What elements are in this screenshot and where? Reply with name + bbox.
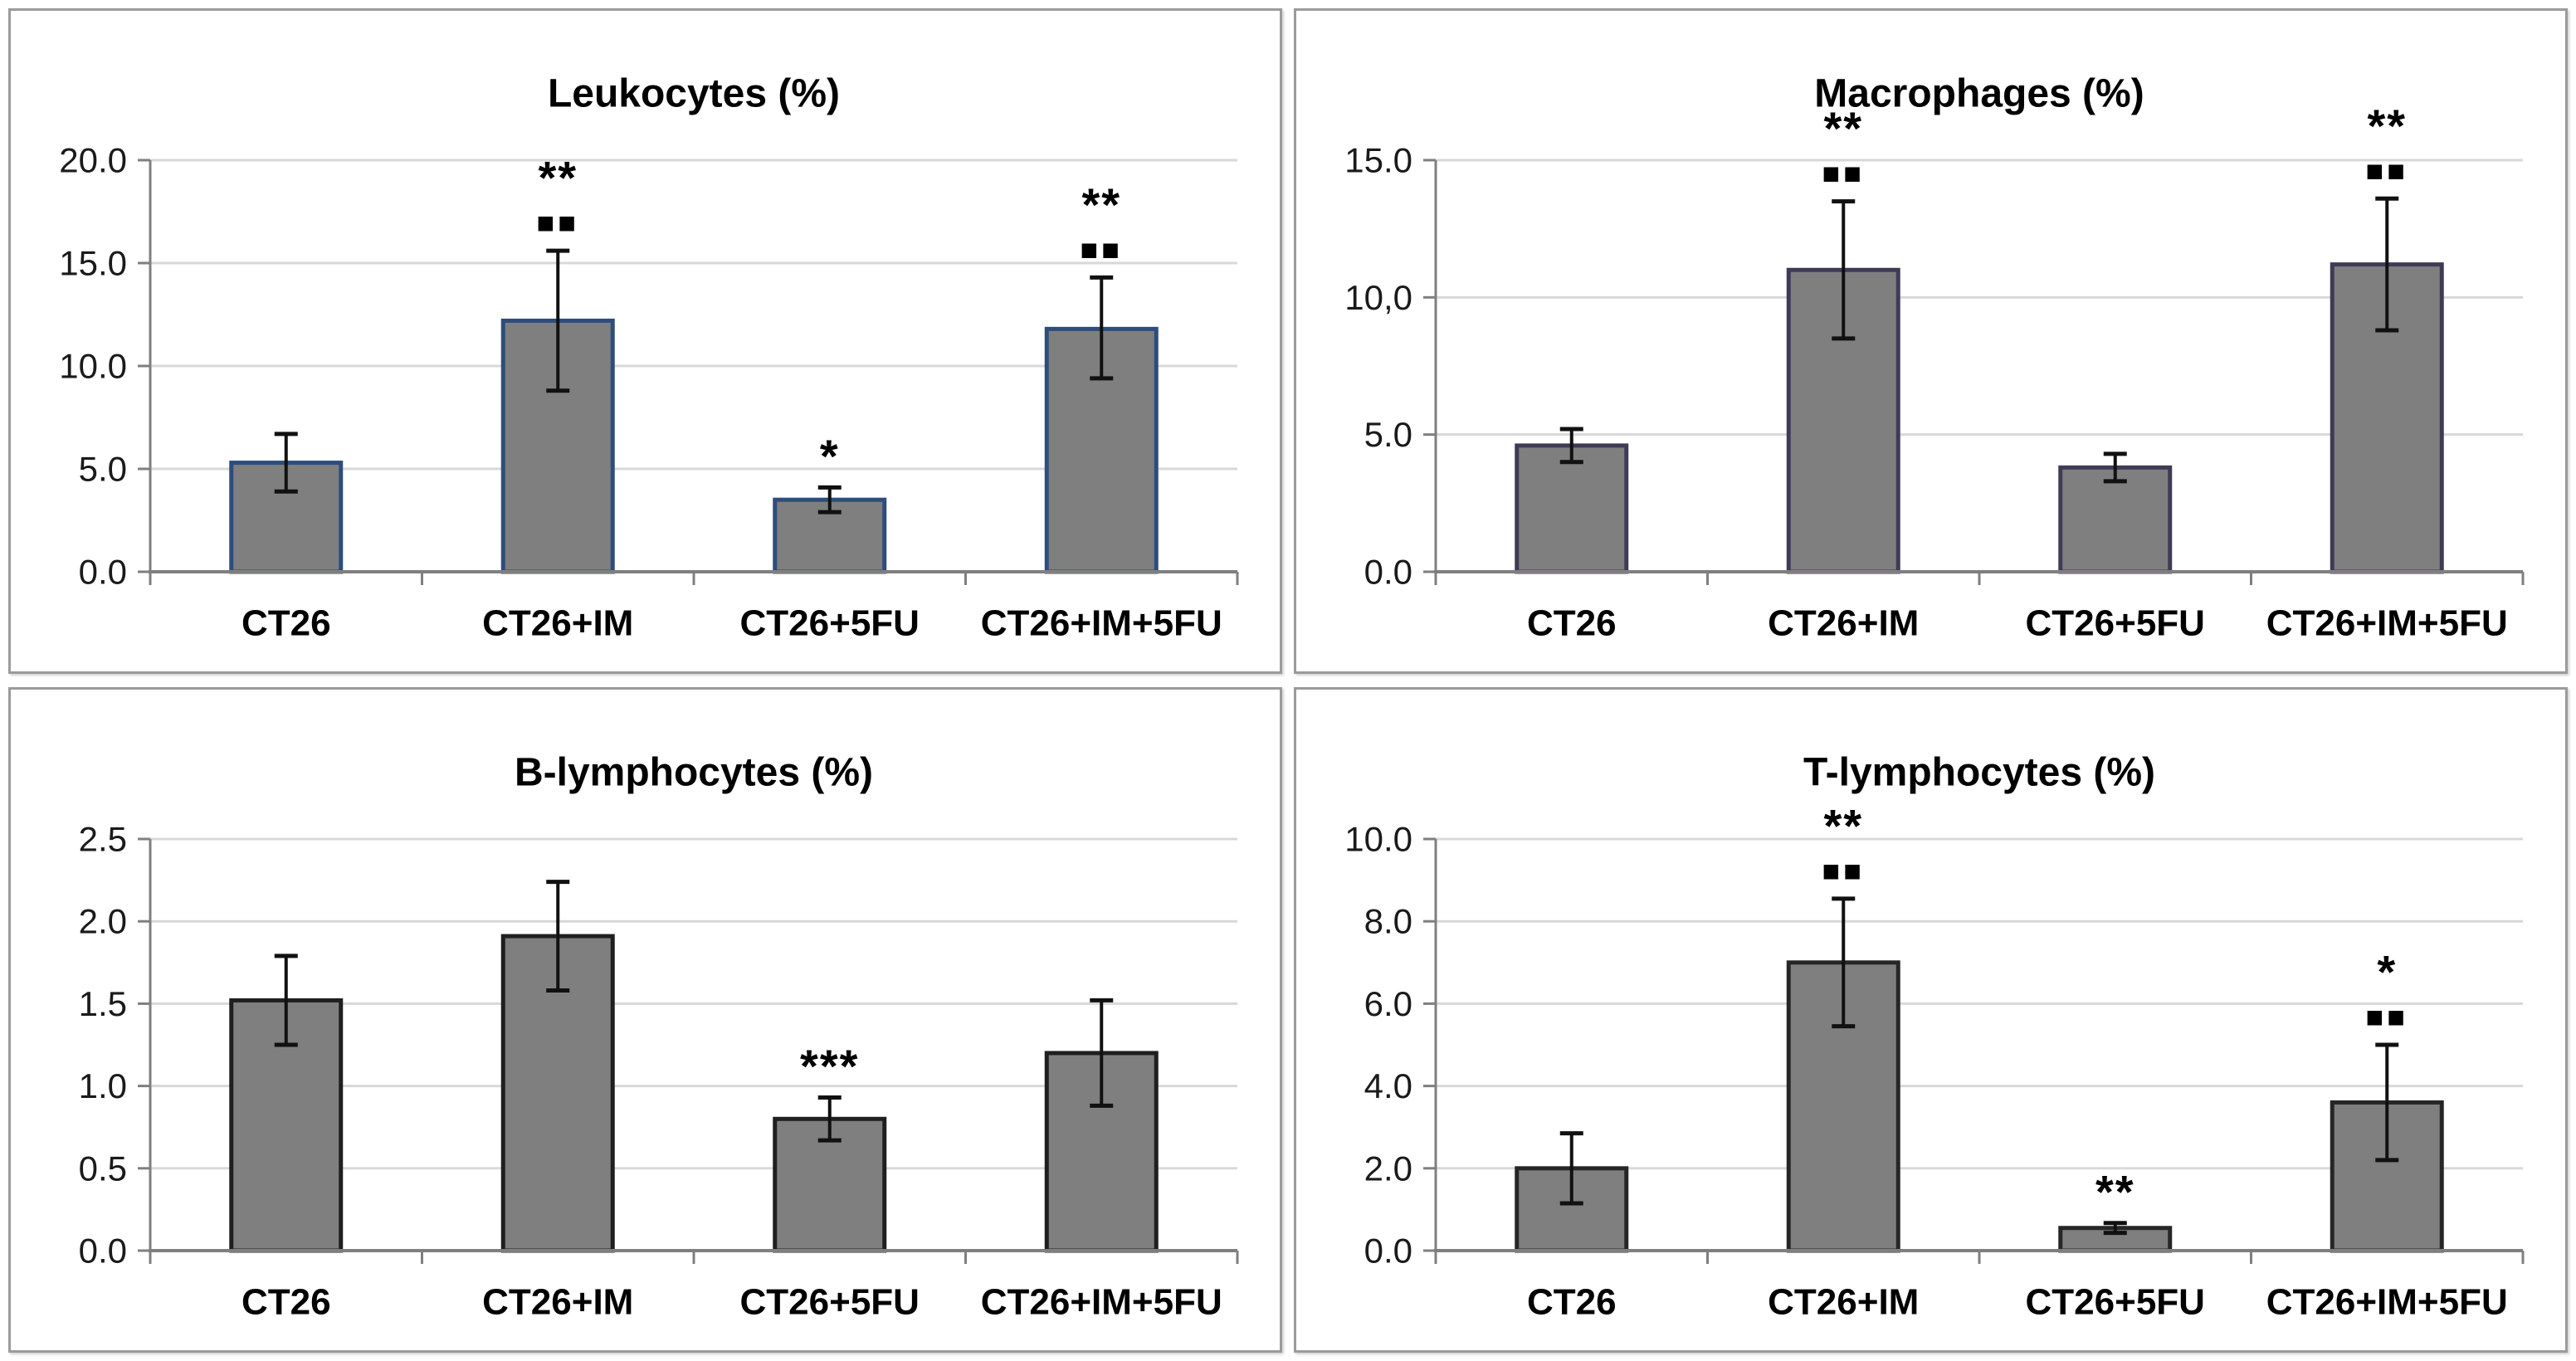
- chart-title: B-lymphocytes (%): [515, 751, 873, 795]
- significance-asterisks: **: [1823, 799, 1863, 851]
- y-tick-label: 0.0: [79, 1232, 127, 1271]
- significance-squares: ■■: [1822, 853, 1866, 887]
- x-category-label: CT26: [1527, 1282, 1617, 1323]
- macrophages-chart-canvas: Macrophages (%)15.010,05.00.0CT26■■**CT2…: [1344, 72, 2525, 644]
- significance-squares: ■■: [2366, 154, 2409, 188]
- y-tick-label: 0.0: [1364, 553, 1412, 592]
- significance-asterisks: *: [820, 430, 840, 482]
- x-category-label: CT26+IM: [1768, 1282, 1919, 1323]
- y-tick-label: 1.5: [79, 984, 127, 1023]
- y-tick-label: 2.0: [1364, 1149, 1412, 1188]
- panel-b-lymphocytes: B-lymphocytes (%) 2.5 2.0 1.5 1.0 0.5 0.0 CT26 C…: [8, 687, 1282, 1353]
- x-category-label: CT26+IM+5FU: [2266, 603, 2508, 644]
- y-tick-label: 1.0: [79, 1066, 127, 1105]
- significance-squares: ■■: [2366, 1000, 2409, 1034]
- y-tick-label: 6.0: [1364, 984, 1412, 1023]
- x-category-label: CT26+5FU: [2026, 1282, 2205, 1323]
- x-category-label: CT26+IM+5FU: [981, 603, 1222, 644]
- y-tick-label: 8.0: [1364, 902, 1412, 941]
- bar: [1515, 443, 1629, 574]
- chart-title: Macrophages (%): [1814, 72, 2144, 116]
- panel-macrophages: Macrophages (%) 15.0 10,0 5.0 0.0 CT26 ■■ ** CT2…: [1294, 8, 2568, 674]
- y-tick-label: 10.0: [59, 347, 127, 386]
- x-category-label: CT26: [242, 1282, 331, 1323]
- chart-title: Leukocytes (%): [548, 72, 840, 116]
- significance-squares: ■■: [1822, 156, 1866, 190]
- panel-t-lymphocytes: T-lymphocytes (%) 10.0 8.0 6.0 4.0 2.0 0.0 CT26…: [1294, 687, 2568, 1353]
- bar: [2058, 465, 2173, 574]
- significance-asterisks: **: [538, 152, 578, 204]
- x-category-label: CT26+IM+5FU: [981, 1282, 1222, 1323]
- y-tick-label: 0.5: [79, 1149, 127, 1188]
- significance-asterisks: **: [2367, 100, 2407, 152]
- panel-leukocytes: Leukocytes (%) 20.0 15.0 10.0 5.0 0.0 CT26 ■■ **…: [8, 8, 1282, 674]
- significance-asterisks: ***: [800, 1040, 859, 1092]
- significance-asterisks: **: [1081, 178, 1121, 231]
- y-tick-label: 0.0: [79, 553, 127, 592]
- x-category-label: CT26+IM: [482, 1282, 633, 1323]
- y-tick-label: 10.0: [1344, 820, 1412, 859]
- x-category-label: CT26+IM: [1768, 603, 1919, 644]
- x-category-label: CT26+IM+5FU: [2266, 1282, 2508, 1323]
- y-tick-label: 2.0: [79, 902, 127, 941]
- y-tick-label: 2.5: [79, 820, 127, 859]
- t-lymphocytes-chart-canvas: T-lymphocytes (%) 10.0 8.0 6.0 4.0 2.0 0.0 CT26…: [1344, 751, 2525, 1323]
- significance-asterisks: **: [2095, 1165, 2135, 1217]
- y-tick-label: 15.0: [1344, 141, 1412, 180]
- significance-asterisks: *: [2377, 946, 2397, 998]
- y-tick-label: 0.0: [1364, 1232, 1412, 1271]
- leukocytes-chart-canvas: Leukocytes (%)20.015.010.05.00.0CT26■■**…: [59, 72, 1239, 644]
- y-tick-label: 20.0: [59, 141, 127, 180]
- x-category-label: CT26+IM: [482, 603, 633, 644]
- b-lymphocytes-chart-canvas: B-lymphocytes (%) 2.5 2.0 1.5 1.0 0.5 0.0 CT26 C…: [79, 751, 1239, 1323]
- x-category-label: CT26+5FU: [2026, 603, 2205, 644]
- y-tick-label: 5.0: [1364, 415, 1412, 454]
- significance-asterisks: **: [1823, 102, 1863, 154]
- significance-squares: ■■: [537, 206, 580, 240]
- y-tick-label: 10,0: [1344, 278, 1412, 317]
- y-tick-label: 15.0: [59, 244, 127, 283]
- x-category-label: CT26: [242, 603, 331, 644]
- significance-squares: ■■: [1081, 232, 1124, 266]
- x-category-label: CT26+5FU: [740, 603, 920, 644]
- bar: [773, 1116, 887, 1253]
- x-category-label: CT26: [1527, 603, 1617, 644]
- x-category-label: CT26+5FU: [740, 1282, 920, 1323]
- chart-title: T-lymphocytes (%): [1803, 751, 2155, 795]
- y-tick-label: 5.0: [79, 450, 127, 489]
- y-tick-label: 4.0: [1364, 1066, 1412, 1105]
